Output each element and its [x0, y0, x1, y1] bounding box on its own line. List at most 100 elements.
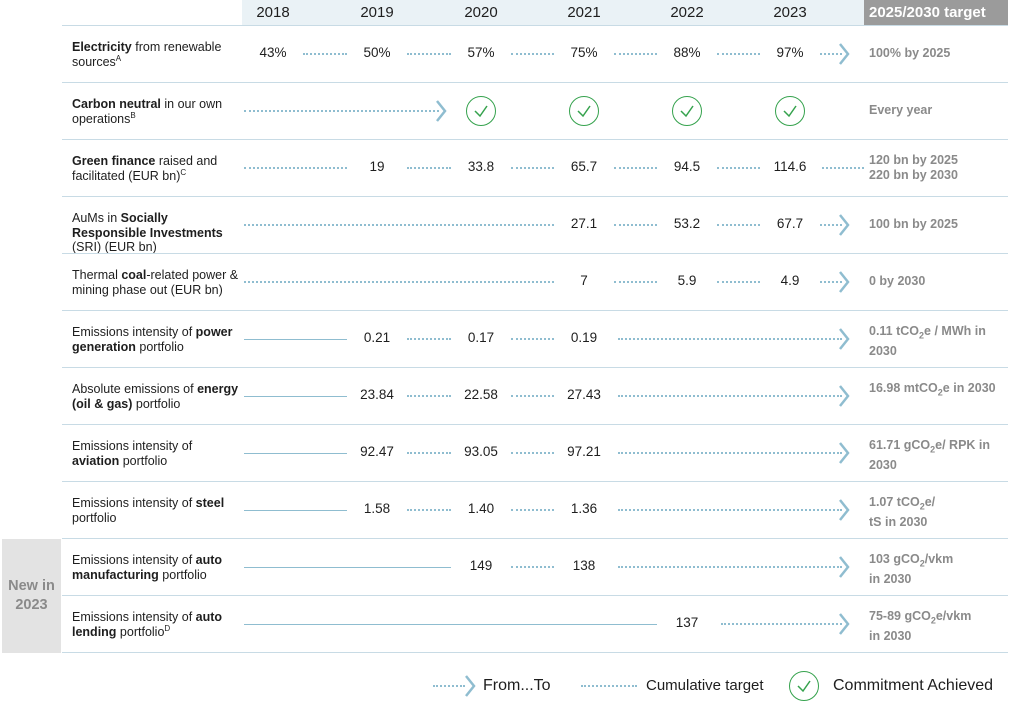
- year-header-2022: 2022: [670, 4, 704, 21]
- year-value: 27.43: [567, 387, 601, 402]
- cumulative-dotted-line: [717, 167, 760, 169]
- cumulative-dotted-line: [407, 53, 451, 55]
- row-divider: [62, 139, 1008, 140]
- cumulative-dotted-line: [618, 395, 842, 397]
- check-circle-icon: [569, 96, 599, 126]
- cumulative-dotted-line: [618, 509, 842, 511]
- cumulative-dotted-line: [717, 281, 760, 283]
- year-value: 0.17: [467, 330, 495, 345]
- year-value: 114.6: [773, 159, 807, 174]
- cumulative-dotted-line: [244, 281, 554, 283]
- cumulative-dotted-line: [244, 110, 439, 112]
- baseline-line: [244, 396, 347, 397]
- legend-achieved-label: Commitment Achieved: [833, 677, 994, 694]
- cumulative-dotted-line: [820, 224, 842, 226]
- row-target: 61.71 gCO2e/ RPK in 2030: [869, 438, 991, 472]
- row-divider: [62, 196, 1008, 197]
- year-value: 23.84: [360, 387, 394, 402]
- cumulative-dotted-line: [717, 224, 760, 226]
- check-circle-icon: [672, 96, 702, 126]
- year-value: 0.19: [570, 330, 598, 345]
- row-target: 1.07 tCO2e/tS in 2030: [869, 495, 936, 529]
- year-value: 138: [572, 558, 596, 573]
- header-divider: [62, 25, 1008, 26]
- legend-cumulative-label: Cumulative target: [646, 677, 764, 694]
- cumulative-dotted-line: [614, 53, 657, 55]
- cumulative-dotted-line: [614, 281, 657, 283]
- row-target: 120 bn by 2025 220 bn by 2030: [869, 153, 958, 182]
- row-target: 103 gCO2/vkm in 2030: [869, 552, 954, 586]
- row-label: Emissions intensity of auto manufacturin…: [72, 553, 223, 582]
- row-divider: [62, 82, 1008, 83]
- row-label: Emissions intensity of steel portfolio: [72, 496, 225, 525]
- legend-dots: [433, 685, 465, 687]
- target-column-header: 2025/2030 target: [864, 0, 1008, 25]
- cumulative-dotted-line: [511, 566, 554, 568]
- row-target: 0 by 2030: [869, 274, 926, 288]
- cumulative-dotted-line: [820, 281, 842, 283]
- cumulative-dotted-line: [407, 395, 451, 397]
- cumulative-dotted-line: [511, 452, 554, 454]
- row-divider: [62, 652, 1008, 653]
- cumulative-dotted-line: [407, 452, 451, 454]
- cumulative-dotted-line: [407, 167, 451, 169]
- cumulative-dotted-line: [511, 338, 554, 340]
- year-value: 67.7: [776, 216, 804, 231]
- year-header-2019: 2019: [360, 4, 394, 21]
- row-target: 100% by 2025: [869, 46, 951, 60]
- check-circle-icon: [789, 671, 819, 701]
- row-label: Emissions intensity of power generation …: [72, 325, 233, 354]
- chevron-right-icon: [465, 675, 476, 697]
- check-circle-icon: [775, 96, 805, 126]
- baseline-line: [244, 510, 347, 511]
- row-divider: [62, 424, 1008, 425]
- year-value: 88%: [673, 45, 701, 60]
- row-divider: [62, 367, 1008, 368]
- row-divider: [62, 595, 1008, 596]
- row-target: 100 bn by 2025: [869, 217, 958, 231]
- cumulative-dotted-line: [303, 53, 347, 55]
- year-value: 5.9: [677, 273, 697, 288]
- year-value: 94.5: [673, 159, 701, 174]
- year-header-band: [242, 0, 864, 25]
- year-header-2023: 2023: [773, 4, 807, 21]
- cumulative-dotted-line: [618, 566, 842, 568]
- check-circle-icon: [466, 96, 496, 126]
- year-value: 1.40: [467, 501, 495, 516]
- year-value: 1.36: [570, 501, 598, 516]
- cumulative-dotted-line: [407, 509, 451, 511]
- row-divider: [62, 538, 1008, 539]
- row-divider: [62, 253, 1008, 254]
- year-value: 7: [580, 273, 588, 288]
- year-value: 57%: [467, 45, 495, 60]
- year-value: 33.8: [467, 159, 495, 174]
- year-value: 137: [675, 615, 699, 630]
- row-label: Absolute emissions of energy (oil & gas)…: [72, 382, 239, 411]
- row-label: AuMs in Socially Responsible Investments…: [72, 211, 223, 254]
- cumulative-dotted-line: [244, 167, 347, 169]
- cumulative-dotted-line: [822, 167, 864, 169]
- year-value: 50%: [363, 45, 391, 60]
- cumulative-dotted-line: [511, 395, 554, 397]
- cumulative-dotted-line: [618, 452, 842, 454]
- year-value: 75%: [570, 45, 598, 60]
- cumulative-dotted-line: [511, 167, 554, 169]
- year-value: 0.21: [363, 330, 391, 345]
- baseline-line: [244, 339, 347, 340]
- row-target: 75-89 gCO2e/vkm in 2030: [869, 609, 972, 643]
- cumulative-dotted-line: [618, 338, 842, 340]
- year-header-2018: 2018: [256, 4, 290, 21]
- year-value: 93.05: [464, 444, 498, 459]
- year-value: 19: [369, 159, 385, 174]
- row-divider: [62, 310, 1008, 311]
- year-value: 97%: [776, 45, 804, 60]
- year-header-2021: 2021: [567, 4, 601, 21]
- row-target: 0.11 tCO2e / MWh in 2030: [869, 324, 986, 358]
- row-label: Green finance raised and facilitated (EU…: [72, 154, 218, 183]
- legend-dots: [581, 685, 637, 687]
- year-value: 53.2: [673, 216, 701, 231]
- row-label: Emissions intensity of auto lending port…: [72, 610, 223, 639]
- cumulative-dotted-line: [511, 509, 554, 511]
- year-value: 97.21: [567, 444, 601, 459]
- row-target: 16.98 mtCO2e in 2030: [869, 381, 996, 398]
